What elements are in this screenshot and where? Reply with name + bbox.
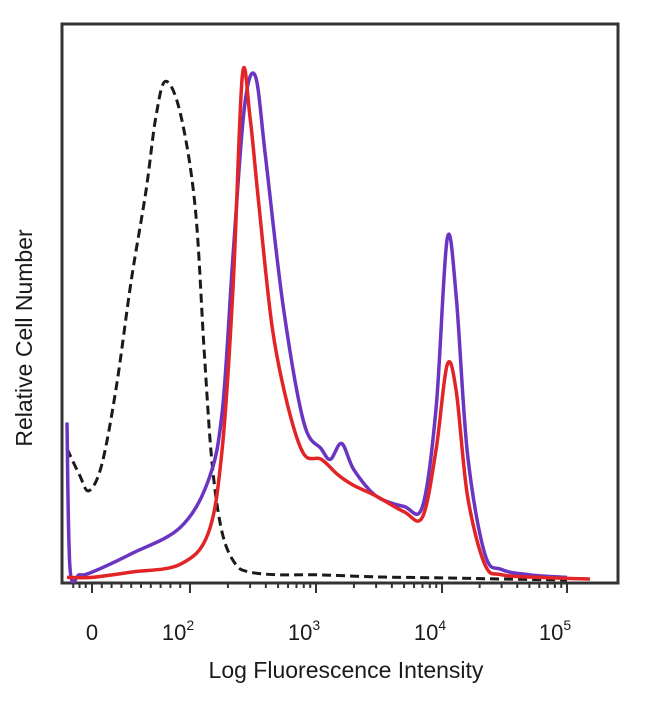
series-line-2: [65, 71, 568, 584]
plot-frame: [60, 22, 620, 585]
x-tick-label: 104: [414, 617, 446, 645]
series-layer: [65, 65, 591, 584]
series-line-1: [65, 79, 568, 582]
x-tick-label: 0: [86, 620, 98, 645]
y-axis-title: Relative Cell Number: [11, 229, 37, 447]
x-axis-title: Log Fluorescence Intensity: [209, 657, 484, 683]
series-line-3: [66, 65, 591, 581]
x-tick-label: 103: [288, 617, 320, 645]
x-tick-label: 102: [162, 617, 194, 645]
x-tick-label: 105: [539, 617, 571, 645]
x-axis-ticks: [72, 583, 568, 593]
x-axis-tick-labels: 0 102 103 104 105: [86, 617, 571, 645]
